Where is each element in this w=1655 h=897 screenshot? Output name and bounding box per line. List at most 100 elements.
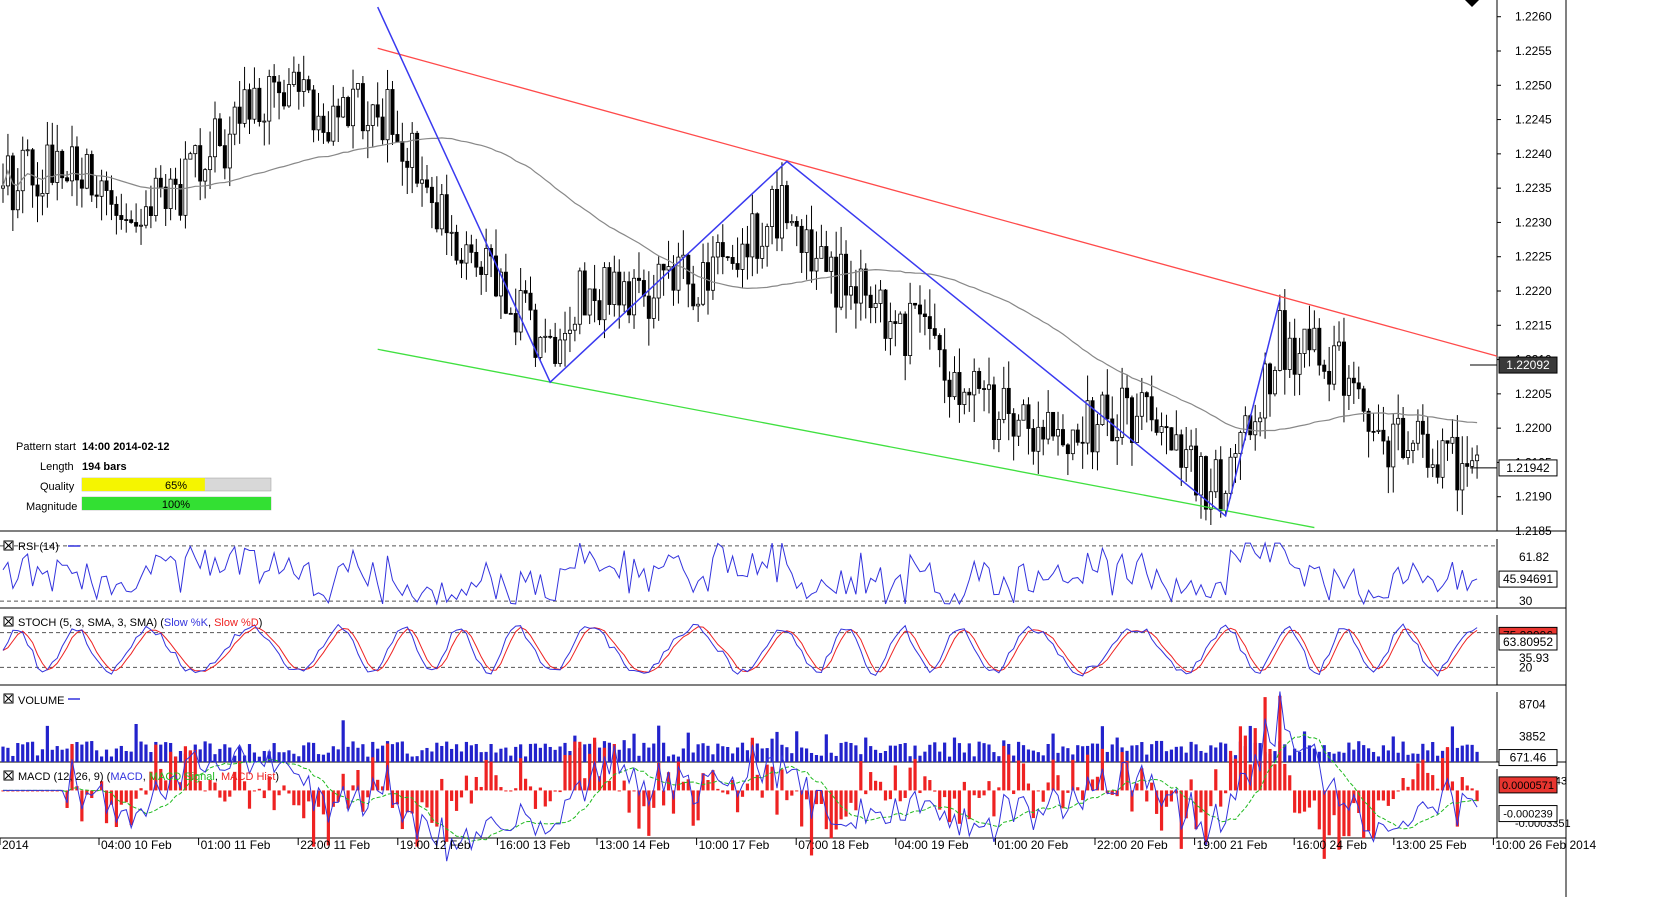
volume-bar[interactable]: [1224, 743, 1228, 762]
macd-hist-bar[interactable]: [356, 769, 360, 791]
macd-hist-bar[interactable]: [701, 773, 705, 791]
candle-body[interactable]: [730, 257, 735, 264]
candle-body[interactable]: [962, 391, 967, 405]
volume-bar[interactable]: [1199, 750, 1203, 762]
macd-hist-bar[interactable]: [70, 743, 74, 791]
volume-bar[interactable]: [247, 744, 252, 762]
macd-hist-bar[interactable]: [1337, 790, 1341, 850]
candle-body[interactable]: [1169, 427, 1174, 451]
volume-bar[interactable]: [1095, 743, 1100, 762]
volume-bar[interactable]: [40, 749, 45, 762]
candle-body[interactable]: [1198, 456, 1203, 496]
volume-bar[interactable]: [1376, 756, 1381, 762]
candle-body[interactable]: [745, 243, 750, 258]
volume-bar[interactable]: [548, 746, 552, 762]
candle-body[interactable]: [577, 270, 582, 325]
candle-body[interactable]: [587, 288, 592, 316]
volume-bar[interactable]: [588, 743, 592, 762]
macd-hist-bar[interactable]: [109, 790, 114, 805]
macd-hist-bar[interactable]: [775, 790, 779, 815]
volume-bar[interactable]: [918, 755, 922, 762]
volume-bar[interactable]: [228, 747, 232, 762]
macd-hist-bar[interactable]: [159, 768, 163, 791]
macd-hist-bar[interactable]: [316, 790, 321, 807]
volume-bar[interactable]: [859, 754, 863, 762]
volume-bar[interactable]: [947, 756, 952, 762]
macd-hist-bar[interactable]: [671, 790, 676, 814]
macd-hist-bar[interactable]: [1026, 783, 1031, 791]
candle-body[interactable]: [424, 179, 429, 188]
volume-bar[interactable]: [622, 740, 626, 762]
macd-hist-bar[interactable]: [849, 790, 853, 803]
volume-bar[interactable]: [484, 751, 488, 762]
macd-hist-bar[interactable]: [341, 773, 345, 791]
volume-bar[interactable]: [977, 741, 981, 762]
candle-body[interactable]: [913, 302, 918, 306]
volume-bar[interactable]: [1066, 748, 1070, 762]
macd-hist-bar[interactable]: [834, 790, 838, 830]
macd-hist-bar[interactable]: [1145, 790, 1149, 802]
macd-hist-bar[interactable]: [50, 790, 54, 792]
candle-body[interactable]: [607, 267, 612, 305]
volume-bar[interactable]: [543, 743, 547, 762]
candle-body[interactable]: [1450, 436, 1455, 444]
macd-hist-bar[interactable]: [928, 780, 932, 791]
macd-hist-bar[interactable]: [203, 790, 207, 792]
volume-bar[interactable]: [1283, 744, 1287, 762]
macd-hist-bar[interactable]: [336, 790, 340, 802]
candle-body[interactable]: [474, 251, 479, 268]
candle-body[interactable]: [1396, 417, 1401, 425]
macd-hist-bar[interactable]: [1071, 759, 1075, 791]
volume-bar[interactable]: [696, 744, 700, 762]
candle-body[interactable]: [1085, 400, 1090, 444]
volume-bar[interactable]: [706, 745, 710, 762]
candle-body[interactable]: [518, 290, 523, 333]
candle-body[interactable]: [227, 133, 232, 169]
candle-body[interactable]: [676, 256, 681, 291]
macd-hist-bar[interactable]: [785, 790, 789, 801]
candle-body[interactable]: [1356, 382, 1361, 390]
volume-bar[interactable]: [519, 744, 523, 762]
resistance-line[interactable]: [377, 47, 1498, 357]
macd-hist-bar[interactable]: [947, 790, 952, 823]
macd-hist-bar[interactable]: [331, 790, 335, 807]
macd-hist-bar[interactable]: [1, 790, 5, 792]
macd-hist-bar[interactable]: [997, 787, 1001, 791]
candle-body[interactable]: [1272, 370, 1277, 395]
macd-hist-bar[interactable]: [55, 790, 59, 792]
candle-body[interactable]: [119, 215, 124, 220]
macd-hist-bar[interactable]: [1263, 697, 1267, 791]
volume-bar[interactable]: [1159, 740, 1164, 762]
macd-hist-bar[interactable]: [1007, 754, 1011, 791]
candle-body[interactable]: [365, 125, 370, 132]
macd-hist-bar[interactable]: [494, 775, 498, 791]
candle-body[interactable]: [1203, 456, 1208, 510]
candle-body[interactable]: [1401, 417, 1406, 458]
macd-hist-bar[interactable]: [691, 790, 695, 826]
macd-hist-bar[interactable]: [824, 790, 828, 830]
macd-hist-bar[interactable]: [647, 790, 651, 836]
macd-hist-bar[interactable]: [573, 741, 577, 791]
candle-body[interactable]: [247, 89, 252, 120]
macd-hist-bar[interactable]: [617, 790, 621, 792]
volume-bar[interactable]: [844, 741, 848, 762]
candle-body[interactable]: [351, 88, 356, 127]
macd-hist-bar[interactable]: [1214, 769, 1218, 791]
volume-bar[interactable]: [45, 725, 49, 762]
volume-bar[interactable]: [267, 751, 271, 762]
volume-bar[interactable]: [814, 754, 819, 762]
candle-body[interactable]: [1277, 310, 1282, 371]
candle-body[interactable]: [868, 294, 873, 309]
volume-bar[interactable]: [1135, 745, 1139, 762]
volume-bar[interactable]: [252, 752, 257, 762]
macd-hist-bar[interactable]: [247, 790, 252, 809]
volume-bar[interactable]: [208, 743, 212, 762]
macd-hist-bar[interactable]: [425, 790, 429, 808]
candle-body[interactable]: [193, 145, 198, 155]
stoch-toggle-icon[interactable]: [3, 616, 14, 627]
volume-bar[interactable]: [913, 745, 917, 762]
macd-hist-bar[interactable]: [770, 766, 774, 791]
volume-bar[interactable]: [1115, 737, 1119, 762]
macd-hist-bar[interactable]: [735, 790, 740, 813]
candle-body[interactable]: [858, 268, 863, 304]
